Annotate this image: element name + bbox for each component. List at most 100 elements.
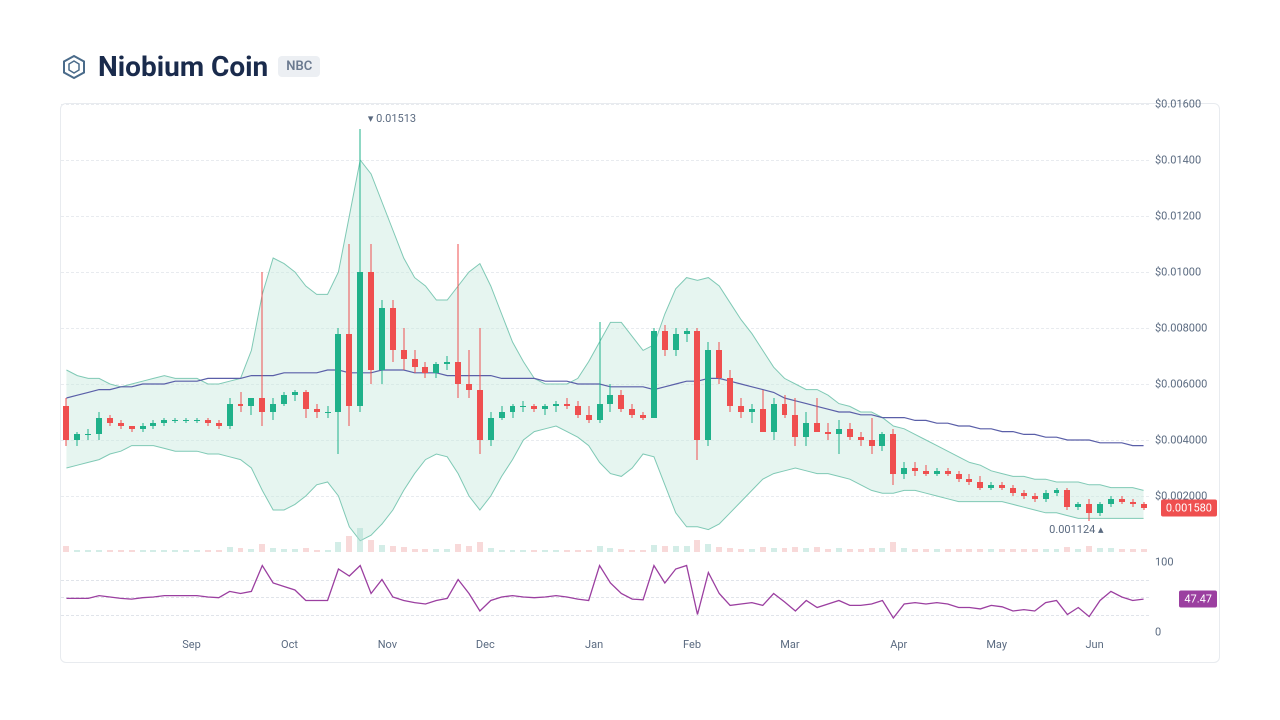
candle[interactable] bbox=[325, 406, 331, 417]
candle[interactable] bbox=[890, 429, 896, 485]
candle[interactable] bbox=[161, 418, 167, 426]
candle[interactable] bbox=[205, 418, 211, 426]
candle[interactable] bbox=[738, 398, 744, 418]
candle[interactable] bbox=[662, 325, 668, 356]
candle[interactable] bbox=[238, 392, 244, 412]
candle[interactable] bbox=[1021, 490, 1027, 498]
candle[interactable] bbox=[999, 482, 1005, 490]
candle[interactable] bbox=[597, 322, 603, 423]
price-chart[interactable]: ▾ 0.015130.001124 ▴ bbox=[61, 104, 1149, 552]
candle[interactable] bbox=[673, 328, 679, 356]
candle[interactable] bbox=[803, 412, 809, 446]
candle[interactable] bbox=[607, 384, 613, 412]
candle[interactable] bbox=[858, 432, 864, 446]
candle[interactable] bbox=[879, 432, 885, 452]
candle[interactable] bbox=[1097, 502, 1103, 516]
candle[interactable] bbox=[150, 420, 156, 428]
candle[interactable] bbox=[455, 244, 461, 398]
candle[interactable] bbox=[390, 300, 396, 362]
candle[interactable] bbox=[85, 429, 91, 440]
candle[interactable] bbox=[1119, 496, 1125, 504]
candle[interactable] bbox=[912, 462, 918, 476]
candle[interactable] bbox=[1086, 499, 1092, 521]
candle[interactable] bbox=[422, 362, 428, 379]
candle[interactable] bbox=[520, 401, 526, 412]
candle[interactable] bbox=[357, 129, 363, 412]
candle[interactable] bbox=[825, 423, 831, 440]
candle[interactable] bbox=[216, 420, 222, 428]
candle[interactable] bbox=[335, 328, 341, 454]
candle[interactable] bbox=[227, 398, 233, 429]
candle[interactable] bbox=[1010, 485, 1016, 496]
candle[interactable] bbox=[259, 272, 265, 426]
candle[interactable] bbox=[923, 465, 929, 476]
candle[interactable] bbox=[1043, 490, 1049, 501]
candle[interactable] bbox=[368, 244, 374, 384]
candle[interactable] bbox=[63, 398, 69, 446]
candle[interactable] bbox=[792, 398, 798, 446]
candle[interactable] bbox=[118, 420, 124, 428]
indicator-chart[interactable] bbox=[61, 562, 1149, 632]
candle[interactable] bbox=[314, 404, 320, 418]
candle[interactable] bbox=[444, 356, 450, 370]
chart-area[interactable]: ▾ 0.015130.001124 ▴ $0.002000$0.004000$0… bbox=[60, 103, 1220, 663]
candle[interactable] bbox=[107, 415, 113, 426]
candle[interactable] bbox=[346, 244, 352, 426]
candle[interactable] bbox=[716, 342, 722, 384]
candle[interactable] bbox=[129, 426, 135, 432]
candle[interactable] bbox=[727, 370, 733, 412]
candle[interactable] bbox=[847, 423, 853, 440]
candle[interactable] bbox=[510, 404, 516, 418]
candle[interactable] bbox=[575, 401, 581, 418]
candle[interactable] bbox=[379, 300, 385, 384]
candle[interactable] bbox=[401, 328, 407, 370]
candle[interactable] bbox=[1054, 488, 1060, 496]
candle[interactable] bbox=[977, 476, 983, 490]
candle[interactable] bbox=[901, 462, 907, 479]
candle[interactable] bbox=[782, 395, 788, 417]
candle[interactable] bbox=[640, 412, 646, 420]
candle[interactable] bbox=[477, 328, 483, 454]
candle[interactable] bbox=[988, 482, 994, 490]
candle[interactable] bbox=[542, 404, 548, 415]
candle[interactable] bbox=[869, 418, 875, 454]
candle[interactable] bbox=[248, 398, 254, 415]
candle[interactable] bbox=[945, 468, 951, 476]
candle[interactable] bbox=[553, 401, 559, 412]
candle[interactable] bbox=[281, 392, 287, 406]
candle[interactable] bbox=[771, 398, 777, 440]
candle[interactable] bbox=[684, 328, 690, 342]
candle[interactable] bbox=[1064, 488, 1070, 510]
candle[interactable] bbox=[96, 412, 102, 440]
candle[interactable] bbox=[705, 342, 711, 446]
candle[interactable] bbox=[1141, 502, 1147, 510]
candle[interactable] bbox=[412, 350, 418, 372]
candle[interactable] bbox=[1130, 499, 1136, 507]
candle[interactable] bbox=[749, 404, 755, 424]
candle[interactable] bbox=[433, 362, 439, 379]
candle[interactable] bbox=[172, 418, 178, 424]
candle[interactable] bbox=[564, 398, 570, 409]
candle[interactable] bbox=[1032, 493, 1038, 501]
candle[interactable] bbox=[966, 474, 972, 485]
candle[interactable] bbox=[836, 420, 842, 454]
candle[interactable] bbox=[1108, 496, 1114, 507]
candle[interactable] bbox=[140, 423, 146, 431]
candle[interactable] bbox=[694, 328, 700, 460]
candle[interactable] bbox=[303, 390, 309, 418]
candle[interactable] bbox=[629, 404, 635, 418]
candle[interactable] bbox=[531, 404, 537, 412]
candle[interactable] bbox=[586, 406, 592, 423]
candle[interactable] bbox=[760, 390, 766, 418]
candle[interactable] bbox=[183, 418, 189, 424]
candle[interactable] bbox=[651, 328, 657, 418]
candle[interactable] bbox=[194, 418, 200, 424]
candle[interactable] bbox=[488, 412, 494, 446]
candle[interactable] bbox=[1075, 502, 1081, 510]
candle[interactable] bbox=[618, 390, 624, 412]
candle[interactable] bbox=[956, 471, 962, 482]
candle[interactable] bbox=[934, 468, 940, 476]
candle[interactable] bbox=[466, 350, 472, 398]
candle[interactable] bbox=[814, 398, 820, 432]
candle[interactable] bbox=[292, 390, 298, 401]
